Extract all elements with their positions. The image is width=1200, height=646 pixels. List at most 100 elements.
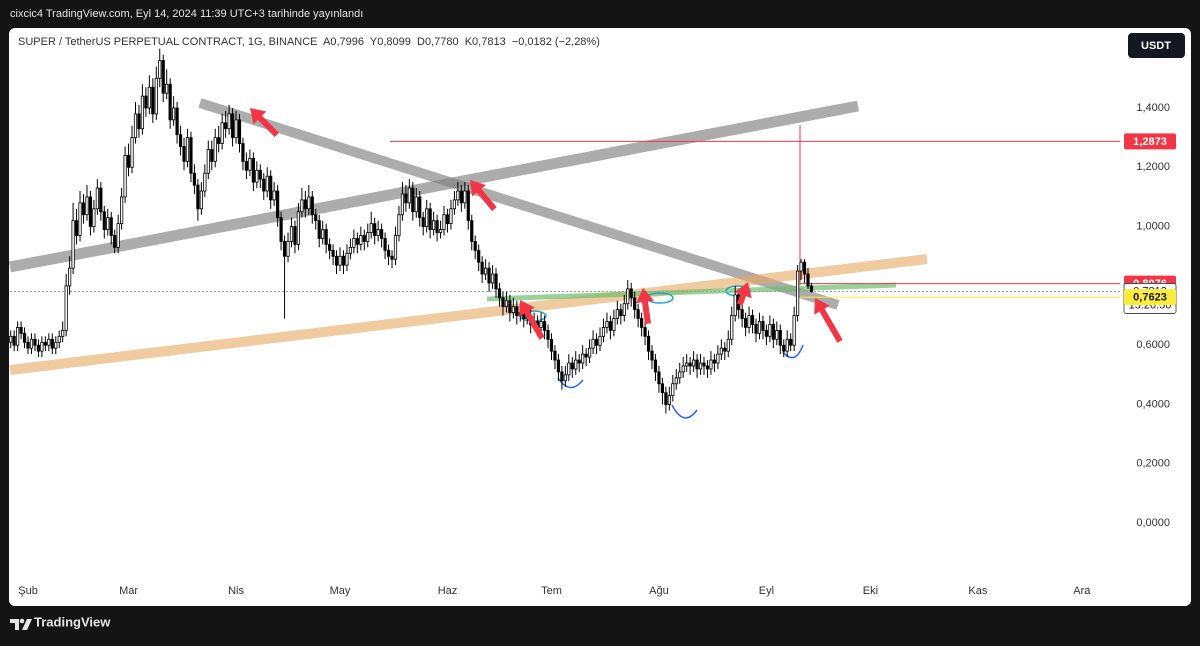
candle-body bbox=[345, 252, 349, 266]
candle-body bbox=[47, 338, 51, 346]
candle-body bbox=[438, 229, 443, 233]
candle-body bbox=[515, 306, 519, 316]
arrow bbox=[250, 108, 279, 137]
chart-panel bbox=[9, 28, 1191, 606]
candle-body bbox=[92, 208, 96, 228]
candle-body bbox=[497, 288, 502, 299]
candle-body bbox=[61, 329, 65, 337]
support-trendline bbox=[9, 254, 928, 375]
candle-body bbox=[463, 190, 467, 204]
candle-body bbox=[213, 137, 217, 162]
footer-brand: TradingView bbox=[34, 614, 111, 629]
candle-body bbox=[220, 122, 224, 144]
x-tick-label: Haz bbox=[438, 585, 458, 597]
candle-body bbox=[775, 329, 779, 340]
candle-body bbox=[764, 329, 769, 337]
candle-body bbox=[806, 273, 810, 287]
candle-body bbox=[57, 335, 61, 343]
tv-logo bbox=[10, 618, 32, 630]
candle-body bbox=[591, 338, 595, 349]
candle-body bbox=[698, 362, 703, 370]
candle-body bbox=[473, 241, 477, 251]
candle-body bbox=[785, 338, 789, 352]
candle-body bbox=[282, 241, 287, 257]
candle-body bbox=[175, 107, 179, 136]
candle-body bbox=[435, 220, 439, 233]
x-tick-label: Ağu bbox=[649, 585, 669, 597]
candle-body bbox=[241, 143, 245, 162]
y-tick-label: 1,2000 bbox=[1136, 161, 1170, 173]
candle-body bbox=[730, 315, 734, 340]
candle-body bbox=[168, 83, 172, 121]
candle-body bbox=[237, 119, 242, 144]
candle-body bbox=[466, 190, 470, 222]
axes: 1,4000 1,2000 1,0000 0,6000 0,4000 0,2000 0,00… bbox=[18, 102, 1177, 597]
candle-body bbox=[383, 238, 387, 251]
arrow bbox=[814, 298, 843, 343]
candle-body bbox=[622, 303, 626, 316]
candle-body bbox=[560, 371, 564, 382]
candle-body bbox=[244, 160, 249, 171]
candle-body bbox=[203, 172, 207, 192]
price-label-box bbox=[1124, 133, 1176, 150]
candle-body bbox=[185, 137, 190, 162]
candle-body bbox=[310, 196, 314, 216]
candle-body bbox=[601, 327, 606, 337]
candle-body bbox=[470, 220, 474, 242]
candle-body bbox=[78, 202, 82, 236]
arrow bbox=[519, 300, 545, 340]
candle-body bbox=[54, 341, 58, 349]
candle-body bbox=[487, 267, 491, 284]
candle-body bbox=[362, 235, 366, 242]
candle-body bbox=[199, 190, 203, 210]
bottom-curve bbox=[557, 377, 584, 389]
candle-body bbox=[504, 300, 509, 308]
candle-body bbox=[289, 226, 294, 242]
y-tick-label: 0,4000 bbox=[1136, 398, 1170, 410]
candle-body bbox=[269, 175, 273, 201]
candle-body bbox=[286, 241, 290, 257]
candle-body bbox=[376, 229, 380, 236]
candle-body bbox=[744, 318, 748, 328]
currency-label[interactable]: USDT bbox=[1141, 40, 1171, 52]
candle-body bbox=[480, 261, 484, 275]
currency-button[interactable] bbox=[1128, 33, 1185, 58]
candle-body bbox=[712, 359, 717, 364]
candle-body bbox=[723, 347, 727, 352]
candle-body bbox=[574, 359, 578, 370]
candle-body bbox=[754, 324, 758, 334]
candle-body bbox=[272, 190, 276, 201]
candle-body bbox=[189, 137, 193, 174]
candle-body bbox=[428, 208, 432, 230]
candle-body bbox=[556, 359, 561, 373]
candle-body bbox=[262, 178, 266, 192]
ascending-channel bbox=[8, 100, 860, 273]
candle-body bbox=[334, 255, 339, 266]
candle-body bbox=[126, 155, 131, 168]
candle-body bbox=[789, 338, 793, 346]
candle-body bbox=[539, 321, 543, 328]
candle-body bbox=[563, 374, 567, 382]
candle-body bbox=[782, 344, 786, 352]
candles bbox=[9, 48, 814, 414]
candle-body bbox=[265, 175, 269, 192]
candle-body bbox=[511, 306, 515, 313]
candle-body bbox=[390, 255, 394, 260]
candle-body bbox=[386, 249, 391, 257]
candle-body bbox=[133, 113, 138, 139]
y-tick-label: 0,2000 bbox=[1136, 458, 1170, 470]
candle-body bbox=[279, 217, 283, 242]
candle-body bbox=[688, 362, 692, 367]
candle-body bbox=[206, 149, 210, 174]
candle-body bbox=[411, 187, 415, 213]
candle-body bbox=[615, 309, 619, 319]
x-tick-label: Tem bbox=[541, 585, 562, 597]
candle-body bbox=[459, 190, 463, 204]
candle-body bbox=[542, 321, 547, 331]
candle-body bbox=[88, 196, 93, 228]
publish-header: cixcic4 TradingView.com, Eyl 14, 2024 11… bbox=[10, 8, 363, 20]
candle-body bbox=[33, 338, 37, 346]
candle-body bbox=[501, 297, 505, 308]
y-tick-label: 1,4000 bbox=[1136, 102, 1170, 114]
